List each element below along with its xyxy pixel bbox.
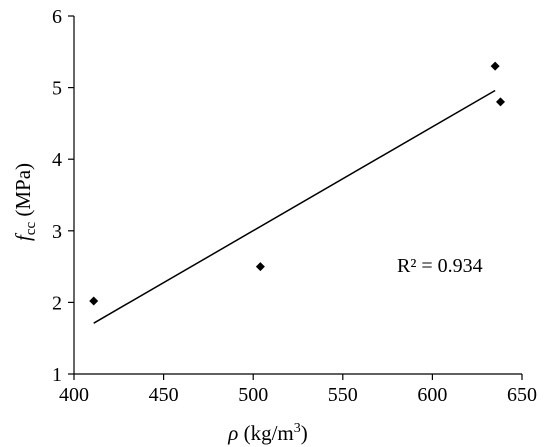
y-axis-subscript: cc (23, 222, 39, 236)
x-axis-unit-sup: 3 (294, 421, 301, 436)
x-tick-label: 450 (149, 384, 179, 406)
y-axis-symbol: f (11, 232, 35, 241)
y-tick-label: 4 (52, 149, 62, 171)
y-axis-unit: (MPa) (11, 163, 35, 222)
x-ticks: 400 450 500 550 600 650 (59, 374, 537, 406)
y-tick-label: 2 (52, 292, 62, 314)
data-point (490, 61, 500, 71)
y-tick-label: 6 (52, 6, 62, 28)
y-tick-label: 1 (52, 364, 62, 386)
x-tick-label: 600 (417, 384, 447, 406)
data-points (89, 61, 505, 306)
data-point (495, 97, 505, 107)
axes: 400 450 500 550 600 650 1 2 3 4 5 6 (52, 6, 537, 406)
x-axis-unit-close: ) (301, 421, 308, 445)
y-ticks: 1 2 3 4 5 6 (52, 6, 74, 386)
y-tick-label: 3 (52, 221, 62, 243)
y-tick-label: 5 (52, 78, 62, 100)
trendline (93, 89, 496, 324)
x-tick-label: 500 (238, 384, 268, 406)
r-squared-annotation: R² = 0.934 (397, 255, 483, 277)
x-tick-label: 400 (59, 384, 89, 406)
x-axis-unit-open: (kg/m (238, 421, 293, 445)
x-axis-symbol: ρ (227, 421, 238, 445)
x-tick-label: 650 (507, 384, 537, 406)
data-point (89, 296, 99, 306)
data-point (255, 262, 265, 272)
x-axis-title: ρ (kg/m3) (227, 421, 308, 445)
x-tick-label: 550 (328, 384, 358, 406)
y-axis-title: fcc (MPa) (11, 163, 39, 241)
